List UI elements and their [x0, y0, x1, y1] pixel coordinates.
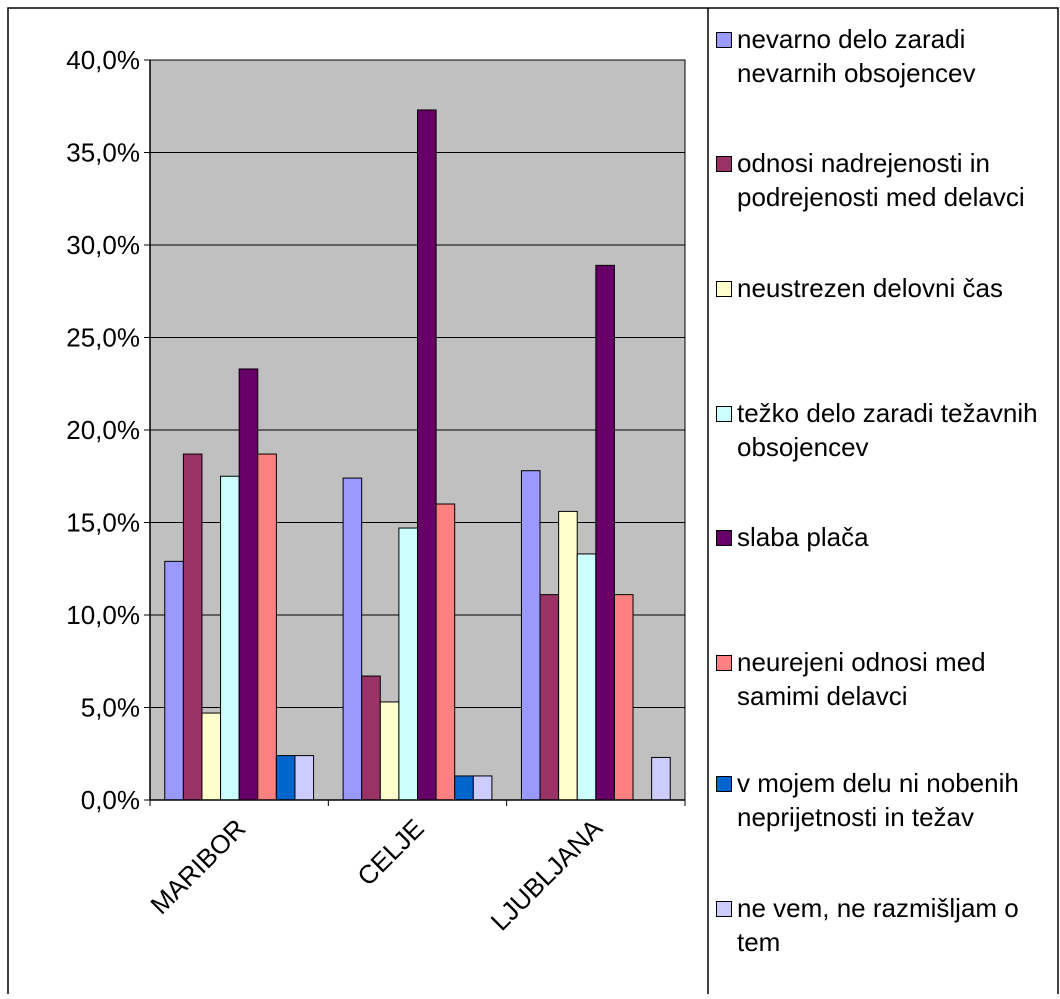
legend-swatch — [716, 406, 732, 422]
bar — [520, 470, 541, 801]
legend-entry: neurejeni odnosi med samimi delavci — [716, 645, 1052, 713]
bar — [417, 109, 437, 801]
y-tick-label: 25,0% — [66, 323, 140, 353]
legend-entry: ne vem, ne razmišljam o tem — [716, 891, 1052, 959]
legend-swatch — [716, 32, 732, 48]
legend-swatch — [716, 281, 732, 297]
bar — [398, 527, 418, 801]
bar — [220, 475, 240, 801]
legend-label: v mojem delu ni nobenih neprijetnosti in… — [737, 768, 1019, 832]
legend-entry: odnosi nadrejenosti in podrejenosti med … — [716, 146, 1052, 214]
legend-label: slaba plača — [737, 522, 869, 552]
legend-entry: težko delo zaradi težavnih obsojencev — [716, 396, 1052, 464]
legend-label: nevarno delo zaradi nevarnih obsojencev — [737, 24, 976, 88]
y-tick-label: 5,0% — [81, 693, 140, 723]
plot-border — [149, 59, 686, 801]
legend-swatch — [716, 655, 732, 671]
bar — [595, 264, 615, 801]
legend-swatch — [716, 530, 732, 546]
bar — [379, 701, 400, 801]
bar — [576, 553, 597, 801]
bar — [257, 453, 277, 801]
legend-label: težko delo zaradi težavnih obsojencev — [737, 398, 1038, 462]
bar — [201, 712, 222, 801]
x-tick-label: LJUBLJANA — [485, 813, 609, 937]
legend-swatch — [716, 776, 732, 792]
legend-label: odnosi nadrejenosti in podrejenosti med … — [737, 148, 1025, 212]
legend-label: ne vem, ne razmišljam o tem — [737, 893, 1019, 957]
legend-entry: neustrezen delovni čas — [716, 271, 1052, 305]
y-tick-label: 40,0% — [66, 45, 140, 75]
bar — [613, 594, 634, 801]
y-tick-label: 15,0% — [66, 508, 140, 538]
y-tick-label: 30,0% — [66, 230, 140, 260]
bar — [361, 675, 381, 801]
bar — [342, 477, 363, 801]
y-tick-label: 10,0% — [66, 600, 140, 630]
bar — [164, 560, 184, 801]
bar — [435, 503, 456, 801]
bar — [238, 368, 259, 801]
bar — [539, 594, 560, 801]
legend-label: neurejeni odnosi med samimi delavci — [737, 647, 986, 711]
legend-swatch — [716, 901, 732, 917]
bar — [472, 775, 493, 801]
legend-swatch — [716, 156, 732, 172]
y-tick-label: 0,0% — [81, 785, 140, 815]
bar — [275, 755, 296, 801]
x-tick-label: MARIBOR — [144, 813, 251, 920]
bar — [558, 510, 578, 801]
legend-entry: nevarno delo zaradi nevarnih obsojencev — [716, 22, 1052, 90]
legend-entry: v mojem delu ni nobenih neprijetnosti in… — [716, 766, 1052, 834]
bar — [651, 756, 671, 801]
legend-entry: slaba plača — [716, 520, 1052, 554]
bar — [454, 775, 474, 801]
frame — [7, 7, 1059, 999]
bar — [294, 755, 315, 801]
bar — [182, 453, 203, 801]
y-tick-label: 20,0% — [66, 415, 140, 445]
legend-label: neustrezen delovni čas — [737, 273, 1003, 303]
y-tick-label: 35,0% — [66, 138, 140, 168]
x-tick-label: CELJE — [351, 813, 429, 891]
